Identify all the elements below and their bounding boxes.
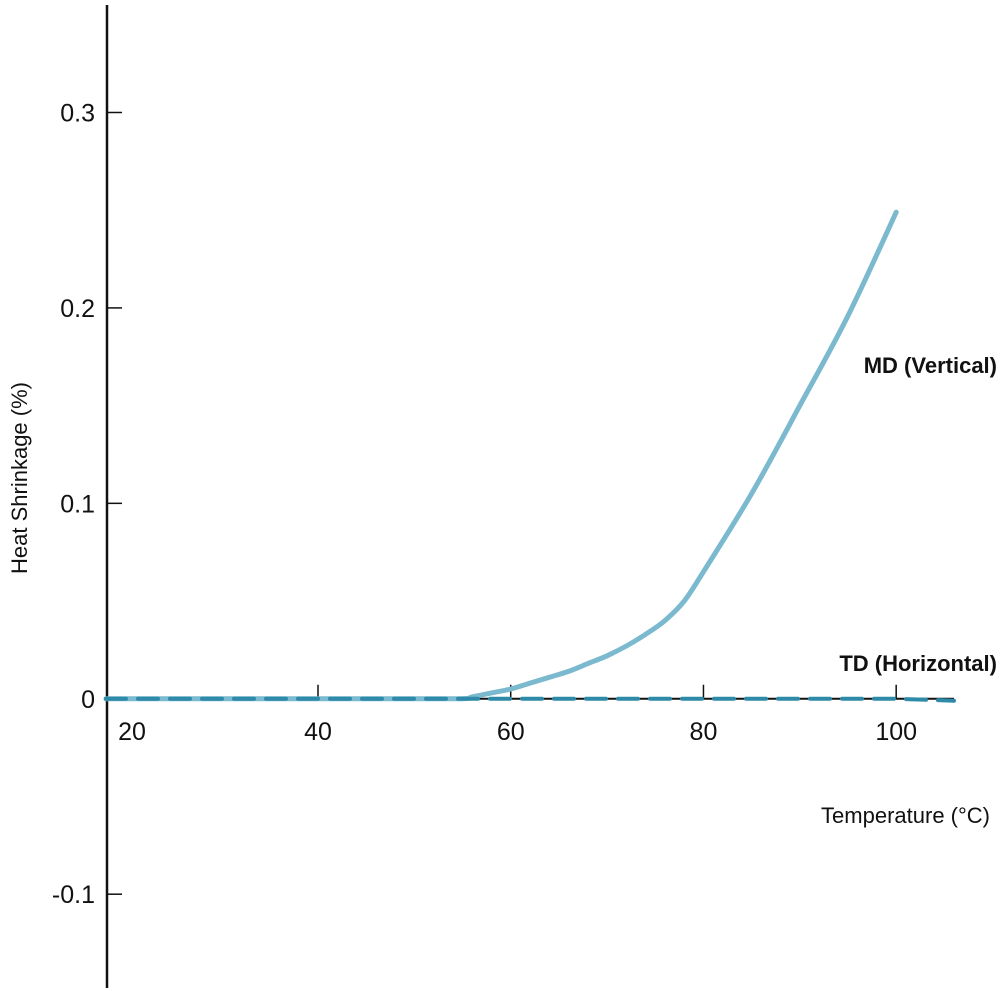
x-tick-label: 100 xyxy=(875,718,917,746)
x-tick-label: 60 xyxy=(497,718,525,746)
x-tick-label: 20 xyxy=(118,718,146,746)
series-label-md: MD (Vertical) xyxy=(864,353,997,378)
series-line-md xyxy=(103,209,899,702)
y-tick-label: -0.1 xyxy=(52,881,95,909)
series-label-td: TD (Horizontal) xyxy=(839,651,997,676)
series-line-td xyxy=(104,696,956,703)
y-axis-title: Heat Shrinkage (%) xyxy=(7,382,32,574)
y-tick-label: 0.1 xyxy=(60,490,95,518)
axes xyxy=(105,5,954,988)
x-axis-title: Temperature (°C) xyxy=(821,803,990,828)
x-tick-label: 80 xyxy=(690,718,718,746)
y-tick-label: 0.3 xyxy=(60,99,95,127)
ticks: -0.1 0 0.1 0.2 0.3 20 40 60 80 100 xyxy=(52,99,917,909)
plot-lines xyxy=(103,209,956,703)
x-tick-label: 40 xyxy=(304,718,332,746)
y-tick-label: 0 xyxy=(81,686,95,714)
y-tick-label: 0.2 xyxy=(60,295,95,323)
